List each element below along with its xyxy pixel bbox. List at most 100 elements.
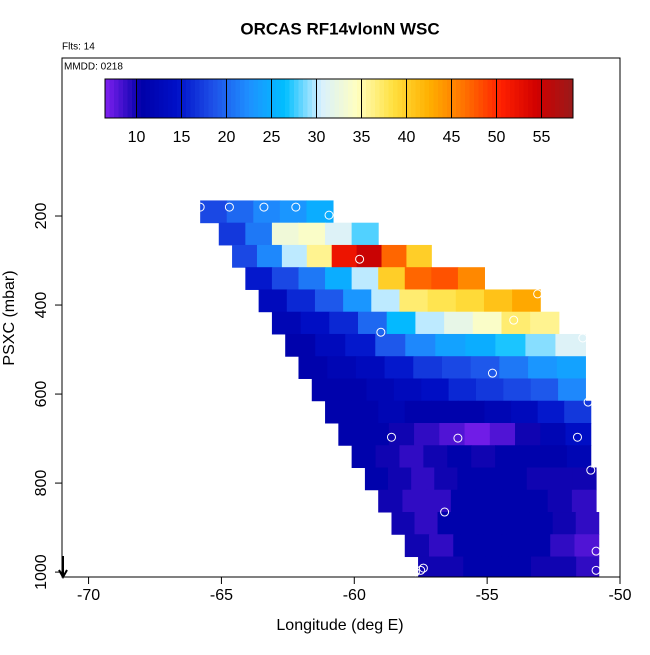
heat-cell: [314, 289, 344, 313]
colorbar-swatch: [505, 79, 511, 118]
heat-cell: [525, 333, 556, 357]
colorbar-swatch: [496, 79, 502, 118]
colorbar-swatch: [132, 79, 137, 118]
colorbar-swatch: [402, 79, 407, 118]
y-axis-title: PSXC (mbar): [1, 270, 18, 365]
colorbar-swatch: [294, 79, 299, 118]
heat-cell: [399, 289, 429, 313]
colorbar-swatch: [235, 79, 241, 118]
flight-point: [324, 210, 334, 220]
heat-cell: [200, 200, 228, 224]
heat-cell: [393, 378, 422, 402]
heat-cell: [465, 333, 496, 357]
colorbar-swatch: [109, 79, 115, 118]
heat-cell: [475, 489, 500, 513]
heat-cell: [384, 356, 414, 379]
heat-cell: [375, 445, 400, 469]
heat-cell: [549, 467, 574, 491]
colorbar-swatch: [375, 79, 380, 118]
colorbar-swatch: [510, 79, 515, 118]
heat-cell: [542, 445, 568, 469]
heat-cell: [414, 422, 440, 446]
colorbar-swatch: [298, 79, 304, 118]
colorbar-swatch: [451, 79, 457, 118]
heat-cell: [460, 512, 485, 535]
y-tick-label: 800: [33, 470, 50, 497]
colorbar-swatch: [195, 79, 200, 118]
heat-cell: [495, 333, 526, 357]
heat-cell: [339, 378, 368, 402]
flight-point: [572, 432, 582, 442]
heat-cell: [331, 244, 358, 268]
colorbar-swatch: [258, 79, 263, 118]
heat-cell: [325, 267, 353, 290]
colorbar-swatch: [267, 79, 272, 118]
heat-cell: [286, 289, 316, 313]
heat-cell: [555, 333, 586, 357]
heat-cell: [463, 556, 487, 577]
colorbar-swatch: [361, 79, 367, 118]
plot-frame: [61, 57, 621, 578]
heat-cell: [351, 222, 379, 246]
colorbar-swatch: [253, 79, 259, 118]
heat-cell: [471, 445, 496, 469]
heat-cell: [499, 489, 524, 513]
heat-cell: [386, 311, 416, 335]
colorbar-swatch: [501, 79, 506, 118]
heat-cell: [435, 333, 466, 357]
heat-cell: [426, 489, 452, 513]
colorbar-swatch: [325, 79, 331, 118]
heat-cell: [540, 422, 567, 446]
heat-cell: [526, 467, 551, 491]
heat-cell: [506, 512, 531, 535]
heat-cell: [501, 534, 527, 558]
colorbar-swatch: [411, 79, 416, 118]
heat-cell: [441, 356, 472, 379]
heat-cell: [351, 267, 379, 290]
heat-cell: [363, 422, 390, 446]
heat-cell: [358, 311, 388, 335]
heat-cell: [572, 467, 597, 491]
colorbar: 10 15 20 25 30 35 40 45 50 55: [104, 78, 574, 146]
colorbar-swatch: [519, 79, 524, 118]
heat-cell: [388, 467, 412, 491]
heat-cell: [485, 556, 509, 577]
colorbar-swatch: [474, 79, 479, 118]
heat-cell: [378, 267, 406, 290]
heat-cell: [315, 333, 346, 357]
colorbar-swatch: [262, 79, 268, 118]
flight-point: [533, 289, 543, 299]
colorbar-tick-label: 30: [308, 129, 326, 146]
heat-cell: [375, 333, 406, 357]
heat-cell: [565, 422, 592, 446]
colorbar-swatch: [276, 79, 281, 118]
colorbar-swatch: [271, 79, 277, 118]
heat-cell: [399, 445, 424, 469]
heat-cell: [281, 244, 308, 268]
colorbar-tick-label: 40: [398, 129, 416, 146]
heat-cell: [470, 356, 500, 379]
colorbar-swatch: [204, 79, 209, 118]
colorbar-swatch: [559, 79, 565, 118]
heat-cell: [483, 512, 508, 535]
colorbar-swatch: [406, 79, 412, 118]
colorbar-swatch: [141, 79, 146, 118]
heat-cell: [558, 378, 586, 402]
heat-cell: [464, 422, 491, 446]
flight-point: [416, 565, 426, 575]
x-tick-label: -70: [77, 587, 100, 604]
colorbar-swatch: [550, 79, 556, 118]
colorbar-swatch: [285, 79, 290, 118]
colorbar-swatch: [366, 79, 371, 118]
heat-cell: [529, 512, 554, 535]
heat-cell: [402, 489, 428, 513]
heat-cell: [414, 512, 439, 535]
colorbar-swatch: [334, 79, 340, 118]
heat-cell: [537, 400, 565, 424]
flight-point: [453, 433, 463, 443]
heat-cell: [325, 222, 353, 246]
heat-cell: [576, 556, 600, 577]
flight-point: [583, 397, 593, 407]
heat-cell: [371, 289, 400, 313]
